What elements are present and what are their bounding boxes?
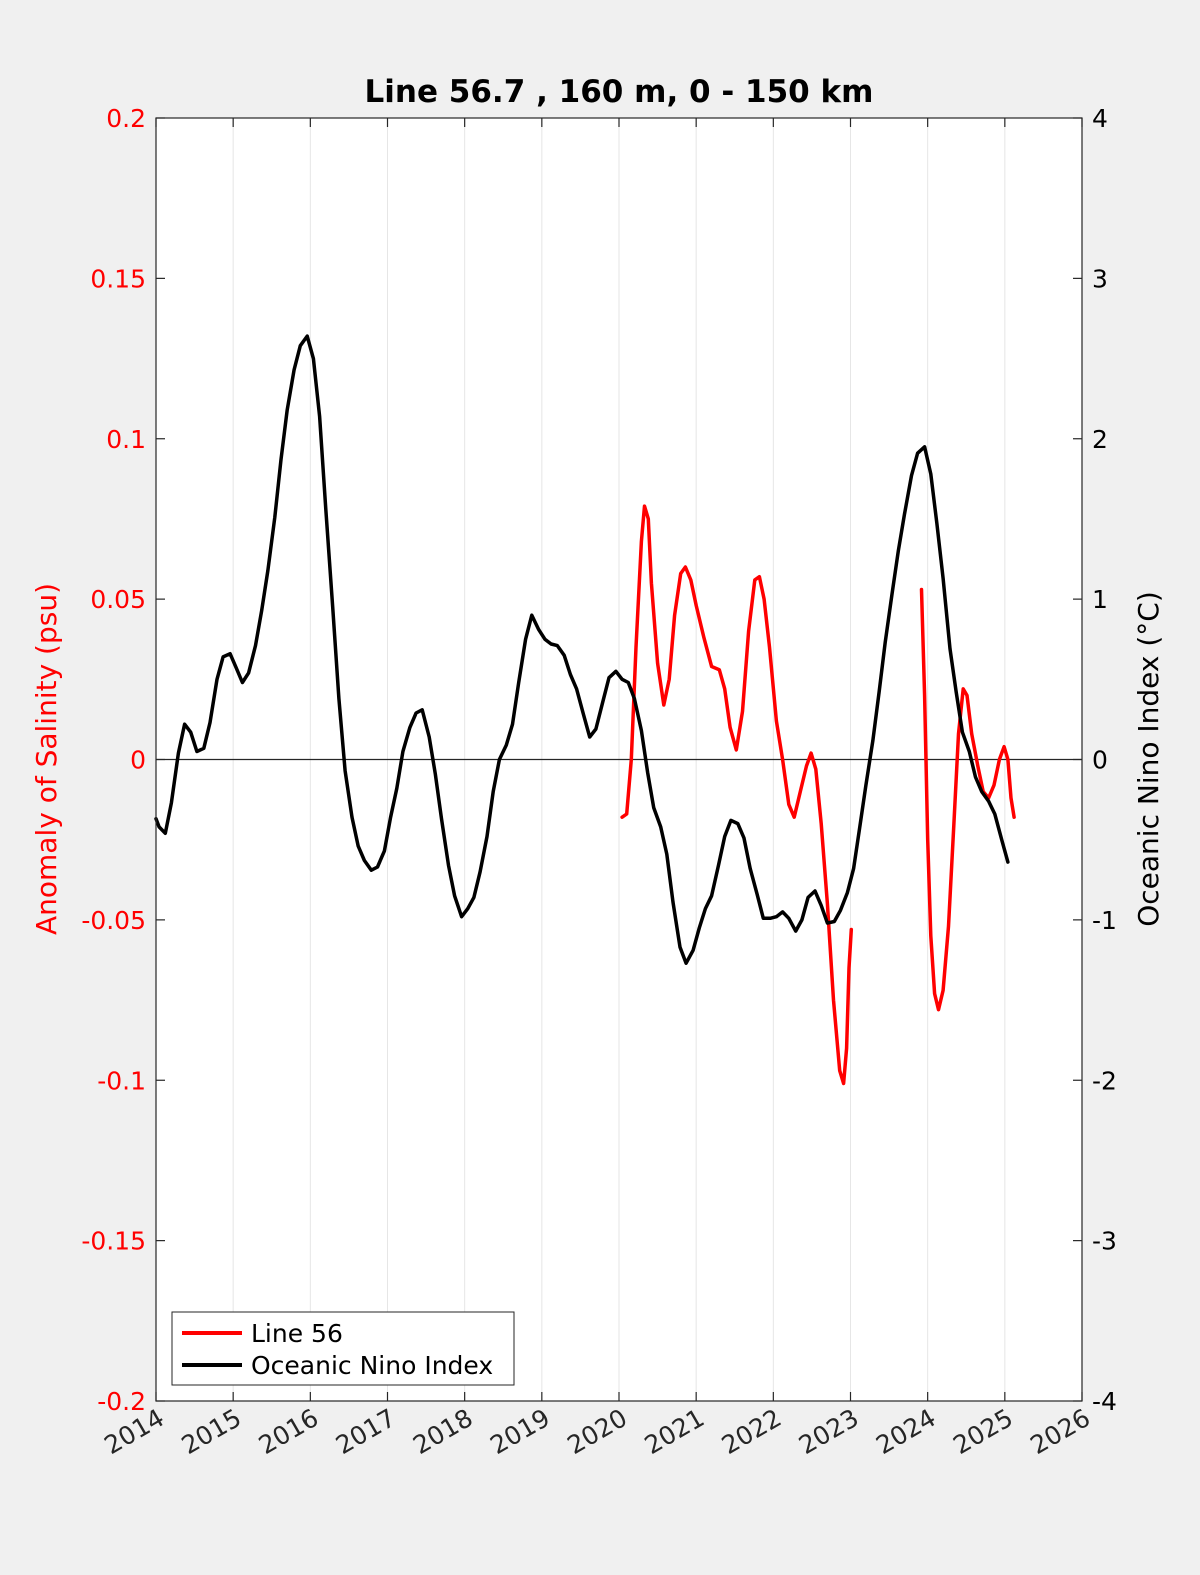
y-axis-right-label: Oceanic Nino Index (°C) — [1132, 591, 1165, 927]
y-axis-left-label: Anomaly of Salinity (psu) — [30, 583, 63, 935]
x-tick-label: 2020 — [562, 1403, 632, 1460]
y-left-tick-label: -0.05 — [81, 906, 146, 935]
y-right-tick-label: -4 — [1092, 1387, 1117, 1416]
x-tick-label: 2019 — [485, 1403, 555, 1460]
x-tick-label: 2022 — [717, 1403, 787, 1460]
y-right-tick-label: 3 — [1092, 264, 1108, 293]
series-layer — [154, 334, 1016, 1086]
x-tick-label: 2023 — [794, 1403, 864, 1460]
x-tick-label: 2026 — [1025, 1403, 1095, 1460]
y-left-tick-label: 0.05 — [90, 585, 146, 614]
x-tick-label: 2025 — [948, 1403, 1018, 1460]
y-right-tick-label: -3 — [1092, 1227, 1117, 1256]
y-left-tick-label: -0.15 — [81, 1227, 146, 1256]
x-tick-label: 2017 — [331, 1403, 401, 1460]
y-right-tick-label: 1 — [1092, 585, 1108, 614]
y-left-tick-label: -0.2 — [97, 1387, 146, 1416]
y-right-tick-label: 0 — [1092, 746, 1108, 775]
y-left-tick-label: 0.2 — [106, 104, 146, 133]
legend-label-oceanic-nino-index: Oceanic Nino Index — [251, 1351, 493, 1380]
y-left-tick-label: -0.1 — [97, 1066, 146, 1095]
series-line-line-56 — [919, 587, 1016, 1012]
legend-label-line-56: Line 56 — [251, 1319, 343, 1348]
x-tick-label: 2015 — [177, 1403, 247, 1460]
y-left-tick-label: 0.15 — [90, 264, 146, 293]
y-right-tick-label: 4 — [1092, 104, 1108, 133]
y-right-tick-label: -1 — [1092, 906, 1117, 935]
legend: Line 56 Oceanic Nino Index — [171, 1311, 515, 1386]
x-tick-label: 2024 — [871, 1403, 941, 1460]
y-right-tick-label: -2 — [1092, 1066, 1117, 1095]
chart-title: Line 56.7 , 160 m, 0 - 150 km — [365, 74, 874, 110]
y-left-tick-label: 0 — [130, 746, 146, 775]
x-tick-label: 2016 — [254, 1403, 324, 1460]
y-right-tick-label: 2 — [1092, 425, 1108, 454]
series-line-oceanic-nino-index — [154, 334, 1010, 965]
x-tick-label: 2018 — [408, 1403, 478, 1460]
legend-box — [171, 1311, 515, 1386]
y-left-tick-label: 0.1 — [106, 425, 146, 454]
series-line-line-56 — [620, 504, 854, 1086]
x-tick-label: 2021 — [640, 1403, 710, 1460]
